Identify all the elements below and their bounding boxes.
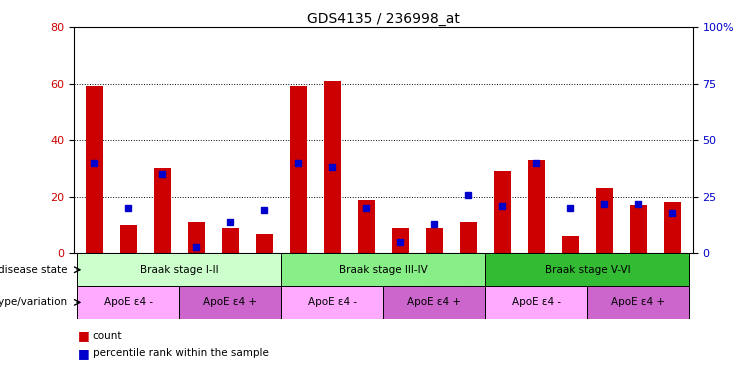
Text: disease state: disease state <box>0 265 70 275</box>
Bar <box>222 228 239 253</box>
Bar <box>485 253 689 286</box>
Text: ApoE ε4 -: ApoE ε4 - <box>104 297 153 308</box>
Text: ApoE ε4 -: ApoE ε4 - <box>512 297 561 308</box>
Bar <box>154 169 171 253</box>
Bar <box>282 253 485 286</box>
Bar <box>358 200 375 253</box>
Bar <box>485 286 588 319</box>
Bar <box>290 86 307 253</box>
Bar <box>120 225 137 253</box>
Text: genotype/variation: genotype/variation <box>0 297 70 308</box>
Bar <box>562 237 579 253</box>
Bar <box>460 222 477 253</box>
Bar <box>384 286 485 319</box>
Text: ApoE ε4 +: ApoE ε4 + <box>408 297 462 308</box>
Text: Braak stage V-VI: Braak stage V-VI <box>545 265 631 275</box>
Text: ApoE ε4 +: ApoE ε4 + <box>204 297 257 308</box>
Bar <box>324 81 341 253</box>
Bar <box>392 228 409 253</box>
Bar <box>588 286 689 319</box>
Text: ApoE ε4 -: ApoE ε4 - <box>308 297 357 308</box>
Bar <box>78 253 282 286</box>
Bar <box>596 188 613 253</box>
Title: GDS4135 / 236998_at: GDS4135 / 236998_at <box>307 12 460 26</box>
Bar <box>78 286 179 319</box>
Text: Braak stage I-II: Braak stage I-II <box>140 265 219 275</box>
Bar <box>86 86 103 253</box>
Bar <box>494 171 511 253</box>
Text: ■: ■ <box>78 329 90 343</box>
Bar <box>664 202 681 253</box>
Text: ApoE ε4 +: ApoE ε4 + <box>611 297 665 308</box>
Bar <box>179 286 282 319</box>
Bar <box>528 160 545 253</box>
Text: percentile rank within the sample: percentile rank within the sample <box>93 348 268 358</box>
Bar <box>282 286 384 319</box>
Bar <box>188 222 205 253</box>
Bar <box>426 228 443 253</box>
Text: Braak stage III-IV: Braak stage III-IV <box>339 265 428 275</box>
Text: count: count <box>93 331 122 341</box>
Text: ■: ■ <box>78 347 90 360</box>
Bar <box>256 233 273 253</box>
Bar <box>630 205 647 253</box>
